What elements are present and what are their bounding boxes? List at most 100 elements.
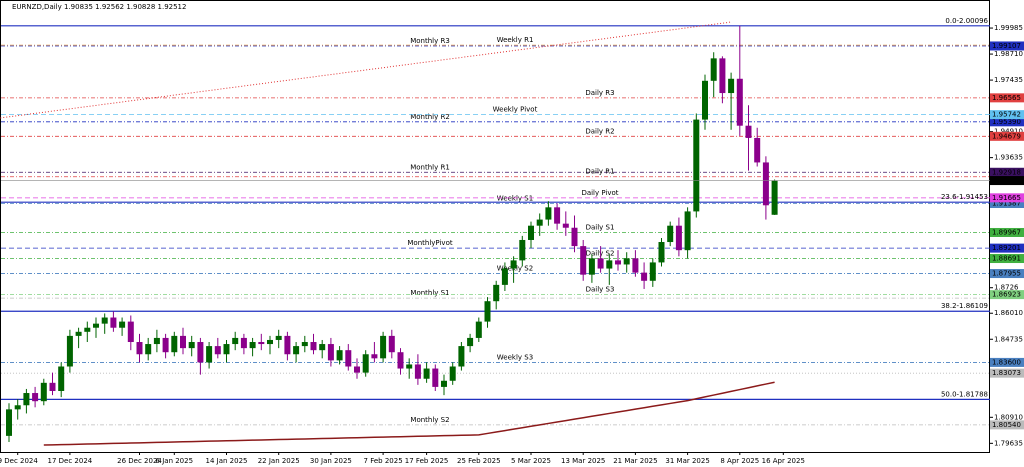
price-tag-label: 1.91387 <box>992 200 1021 208</box>
candle-body <box>223 344 230 355</box>
candle-body <box>458 346 465 367</box>
x-tick-label: 26 Dec 2024 <box>117 457 162 465</box>
candle-body <box>423 368 430 379</box>
price-tag-label: 1.87955 <box>992 270 1021 278</box>
candle-body <box>110 317 117 328</box>
candle-body <box>536 219 543 226</box>
level-label: Weekly S1 <box>497 195 533 203</box>
candle-body <box>267 339 273 345</box>
level-label: Monthly R3 <box>410 37 450 45</box>
x-tick-label: 25 Feb 2025 <box>457 457 501 465</box>
candle-body <box>275 335 282 340</box>
candle-body <box>188 342 195 349</box>
candle-body <box>162 337 169 353</box>
x-tick-label: 16 Apr 2025 <box>762 457 805 465</box>
x-tick-label: 31 Mar 2025 <box>665 457 709 465</box>
y-tick-label: 1.93635 <box>994 154 1023 162</box>
level-label: Daily R1 <box>585 168 614 176</box>
candle-body <box>232 337 239 345</box>
price-tag <box>990 420 1024 430</box>
price-tag-label: 1.88691 <box>992 255 1021 263</box>
candle-body <box>710 58 717 81</box>
candle-body <box>310 342 317 351</box>
price-tag-label: 1.89201 <box>992 244 1021 252</box>
candle-body <box>693 119 700 212</box>
level-label: MonthlyPivot <box>407 239 452 247</box>
candle-body <box>762 162 769 206</box>
candle-body <box>580 246 587 275</box>
candle-body <box>145 344 152 355</box>
candle-body <box>293 346 300 355</box>
candle-body <box>623 258 630 265</box>
price-tag <box>990 227 1024 237</box>
price-tag <box>990 131 1024 141</box>
candle-body <box>510 260 517 269</box>
y-tick-label: 1.99985 <box>994 24 1023 32</box>
level-label: Monthly R1 <box>410 163 450 171</box>
chart-title: EURNZD,Daily 1.90835 1.92562 1.90828 1.9… <box>12 3 186 11</box>
level-label: 38.2-1.86109 <box>941 302 988 310</box>
price-tag-label: 1.94679 <box>992 132 1021 140</box>
price-tag-label: 1.96565 <box>992 94 1021 102</box>
candle-body <box>554 207 561 224</box>
candle-body <box>362 354 369 373</box>
candle-body <box>684 211 691 251</box>
candle-body <box>632 258 639 273</box>
price-tag <box>990 93 1024 103</box>
y-tick-label: 1.97435 <box>994 76 1023 84</box>
candle-body <box>597 258 604 269</box>
y-tick-label: 1.84735 <box>994 335 1023 343</box>
candle-body <box>414 364 421 379</box>
level-label: Monthly R2 <box>410 113 450 121</box>
x-tick-label: 9 Dec 2024 <box>0 457 38 465</box>
price-tag <box>990 176 1024 186</box>
price-tag-label: 1.92918 <box>992 168 1021 176</box>
candle-body <box>545 207 552 220</box>
candle-body <box>345 350 352 367</box>
candle-body <box>32 393 39 402</box>
x-tick-label: 8 Apr 2025 <box>720 457 759 465</box>
candle-body <box>380 335 387 359</box>
candle-body <box>354 366 360 373</box>
price-tag <box>990 243 1024 253</box>
candle-body <box>206 346 213 363</box>
candle-body <box>119 321 126 328</box>
price-tag <box>990 290 1024 300</box>
candle-body <box>371 354 378 359</box>
x-tick-label: 13 Mar 2025 <box>561 457 605 465</box>
candle-body <box>197 342 204 363</box>
candle-body <box>40 382 47 402</box>
price-tag-label: 1.80540 <box>992 421 1021 429</box>
moving-average <box>43 381 775 446</box>
level-label: Weekly R1 <box>497 36 534 44</box>
candle-body <box>667 225 674 243</box>
candle-body <box>484 301 491 322</box>
candle-body <box>571 227 578 247</box>
candle-body <box>754 137 761 163</box>
price-tag <box>990 193 1024 203</box>
candle-body <box>675 225 682 251</box>
price-tag-label: 1.83600 <box>992 358 1021 366</box>
x-tick-label: 22 Jan 2025 <box>258 457 300 465</box>
plot-frame <box>0 0 990 453</box>
candle-body <box>467 337 474 347</box>
candle-body <box>319 344 326 351</box>
price-tag <box>990 368 1024 378</box>
candle-body <box>397 352 404 369</box>
price-tag-label: 1.83073 <box>992 369 1021 377</box>
candle-body <box>84 327 91 332</box>
price-tag <box>990 167 1024 177</box>
level-label: Monthly S1 <box>410 289 449 297</box>
candle-body <box>180 335 186 349</box>
price-tag <box>990 269 1024 279</box>
candle-body <box>153 337 160 345</box>
candle-body <box>66 335 73 367</box>
candle-body <box>127 321 134 343</box>
price-tag-label: 1.92512 <box>992 177 1021 185</box>
level-label: Daily R2 <box>585 127 614 135</box>
level-label: 23.6-1.91453 <box>941 193 988 201</box>
price-tag <box>990 110 1024 120</box>
candle-body <box>641 272 648 281</box>
y-tick-label: 1.80910 <box>994 413 1023 421</box>
